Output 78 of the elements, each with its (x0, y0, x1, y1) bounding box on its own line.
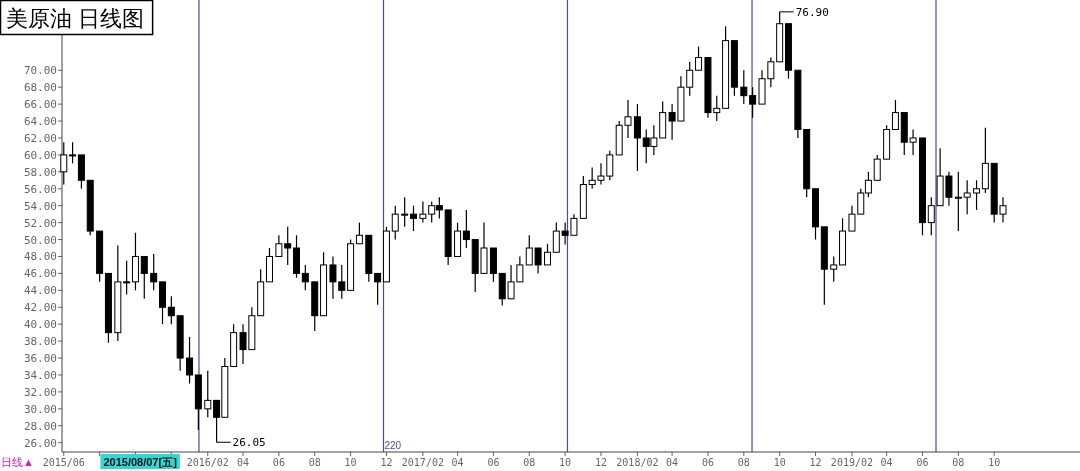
annotation: 26.05 (232, 436, 266, 450)
y-tick-label: 36.00 (23, 352, 57, 366)
x-tick-label: 04 (666, 457, 679, 468)
annotation: 76.90 (795, 5, 829, 19)
x-tick-label: 06 (916, 457, 929, 468)
x-tick-label: 2019/02 (830, 457, 874, 468)
text: 日线▲ (1, 456, 34, 468)
y-tick-label: 70.00 (23, 64, 57, 78)
x-tick-label: 04 (451, 457, 464, 468)
candlestick (391, 205, 399, 241)
candlestick (401, 196, 409, 228)
candlestick (123, 260, 131, 296)
candlestick (830, 255, 838, 283)
y-tick-label: 54.00 (23, 199, 57, 213)
candlestick (150, 253, 158, 291)
y-tick-label: 26.00 (23, 436, 57, 450)
x-tick-label: 10 (988, 457, 1001, 468)
candlestick (543, 243, 551, 266)
x-tick-label: 04 (237, 457, 250, 468)
text: 2015/08/07[五] (103, 456, 178, 468)
candlestick (873, 154, 881, 181)
x-tick-label: 2015/06 (42, 457, 85, 468)
x-tick-label: 06 (701, 457, 714, 468)
candlestick (374, 272, 382, 306)
y-tick-label: 40.00 (23, 318, 57, 332)
x-tick-label: 06 (487, 457, 500, 468)
candlestick (973, 179, 981, 211)
x-tick-label: 08 (308, 457, 321, 468)
x-tick-label: 08 (952, 457, 965, 468)
y-tick-label: 56.00 (23, 182, 57, 196)
candlestick (462, 209, 470, 249)
x-tick-label: 04 (880, 457, 893, 468)
candlestick (355, 222, 363, 245)
y-tick-label: 60.00 (23, 148, 57, 162)
y-tick-label: 68.00 (23, 81, 57, 95)
ref-line-label: 220 (384, 440, 402, 451)
x-tick-label: 12 (380, 457, 393, 468)
x-tick-label: 10 (344, 457, 357, 468)
x-tick-label: 2017/02 (401, 457, 444, 468)
x-tick-label: 2016/02 (186, 457, 229, 468)
candlestick (954, 171, 962, 232)
candlestick (69, 141, 77, 164)
candlestick (186, 336, 194, 385)
chart-title: 美原油 日线图 (6, 6, 145, 31)
y-tick-label: 30.00 (23, 402, 57, 416)
x-tick-label: 10 (559, 457, 572, 468)
y-tick-label: 34.00 (23, 368, 57, 382)
y-tick-label: 32.00 (23, 385, 57, 399)
candlestick (204, 370, 212, 418)
x-tick-label: 12 (809, 457, 822, 468)
candlestick (140, 255, 148, 300)
y-tick-label: 44.00 (23, 284, 57, 298)
candlestick (749, 86, 757, 119)
y-tick-label: 62.00 (23, 131, 57, 145)
y-tick-label: 46.00 (23, 267, 57, 281)
candlestick (633, 103, 641, 172)
candlestick (740, 69, 748, 105)
y-tick-label: 66.00 (23, 98, 57, 112)
candlestick (409, 205, 417, 232)
candlestick (301, 264, 309, 291)
y-tick-label: 50.00 (23, 233, 57, 247)
x-tick-label: 08 (737, 457, 750, 468)
x-tick-label: 06 (272, 457, 285, 468)
y-tick-label: 64.00 (23, 115, 57, 129)
y-tick-label: 42.00 (23, 301, 57, 315)
y-tick-label: 28.00 (23, 419, 57, 433)
y-tick-label: 52.00 (23, 216, 57, 230)
x-tick-label: 10 (773, 457, 786, 468)
candlestick (963, 179, 971, 215)
candlestick (891, 99, 899, 131)
y-tick-label: 48.00 (23, 250, 57, 264)
y-tick-label: 58.00 (23, 165, 57, 179)
x-tick-label: 08 (523, 457, 536, 468)
candlestick (60, 141, 68, 186)
y-tick-label: 38.00 (23, 335, 57, 349)
x-tick-label: 12 (594, 457, 607, 468)
x-tick-label: 2018/02 (616, 457, 659, 468)
candlestick (695, 45, 703, 71)
